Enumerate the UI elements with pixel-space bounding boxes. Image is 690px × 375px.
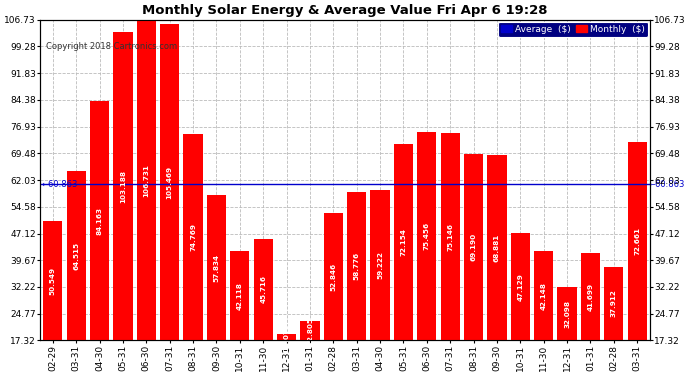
Text: 47.129: 47.129 (518, 273, 523, 301)
Text: 32.098: 32.098 (564, 300, 570, 328)
Bar (90, 100, 109, 340)
Bar (581, 253, 600, 340)
Bar (184, 134, 203, 340)
Text: 41.699: 41.699 (587, 283, 593, 311)
Bar (394, 144, 413, 340)
Bar (534, 251, 553, 340)
Bar (230, 252, 249, 340)
Text: 58.776: 58.776 (354, 252, 359, 280)
Bar (300, 321, 319, 340)
Bar (511, 234, 530, 340)
Text: 19.075: 19.075 (284, 323, 290, 351)
Text: 42.148: 42.148 (541, 282, 546, 310)
Bar (347, 192, 366, 340)
Text: 75.456: 75.456 (424, 222, 430, 250)
Text: 22.805: 22.805 (307, 316, 313, 345)
Bar (43, 221, 62, 340)
Text: 103.188: 103.188 (120, 170, 126, 203)
Title: Monthly Solar Energy & Average Value Fri Apr 6 19:28: Monthly Solar Energy & Average Value Fri… (142, 4, 548, 17)
Text: 57.834: 57.834 (213, 254, 219, 282)
Text: 50.549: 50.549 (50, 267, 56, 295)
Text: 72.661: 72.661 (634, 227, 640, 255)
Text: ←60.863: ←60.863 (41, 180, 77, 189)
Bar (113, 32, 132, 340)
Bar (441, 133, 460, 340)
Bar (487, 156, 506, 340)
Legend: Average  ($), Monthly  ($): Average ($), Monthly ($) (498, 21, 648, 37)
Bar (160, 24, 179, 340)
Text: 72.154: 72.154 (400, 228, 406, 256)
Text: 64.515: 64.515 (73, 242, 79, 270)
Bar (628, 142, 647, 340)
Bar (558, 287, 577, 340)
Bar (254, 238, 273, 340)
Bar (604, 267, 623, 340)
Text: 105.469: 105.469 (167, 166, 172, 199)
Text: 106.731: 106.731 (144, 164, 149, 196)
Bar (207, 195, 226, 340)
Text: 69.190: 69.190 (471, 233, 477, 261)
Bar (277, 334, 296, 340)
Text: 68.881: 68.881 (494, 234, 500, 262)
Bar (464, 154, 483, 340)
Text: 75.146: 75.146 (447, 223, 453, 251)
Text: 59.222: 59.222 (377, 251, 383, 279)
Text: 37.912: 37.912 (611, 290, 617, 317)
Text: ←60.863: ←60.863 (649, 180, 685, 189)
Bar (67, 171, 86, 340)
Text: 42.118: 42.118 (237, 282, 243, 310)
Text: 45.716: 45.716 (260, 276, 266, 303)
Text: Copyright 2018 Cartronics.com: Copyright 2018 Cartronics.com (46, 42, 177, 51)
Bar (417, 132, 436, 340)
Bar (137, 20, 156, 340)
Text: 74.769: 74.769 (190, 224, 196, 251)
Bar (324, 213, 343, 340)
Text: 52.846: 52.846 (331, 262, 336, 291)
Text: 84.163: 84.163 (97, 207, 103, 234)
Bar (371, 190, 390, 340)
